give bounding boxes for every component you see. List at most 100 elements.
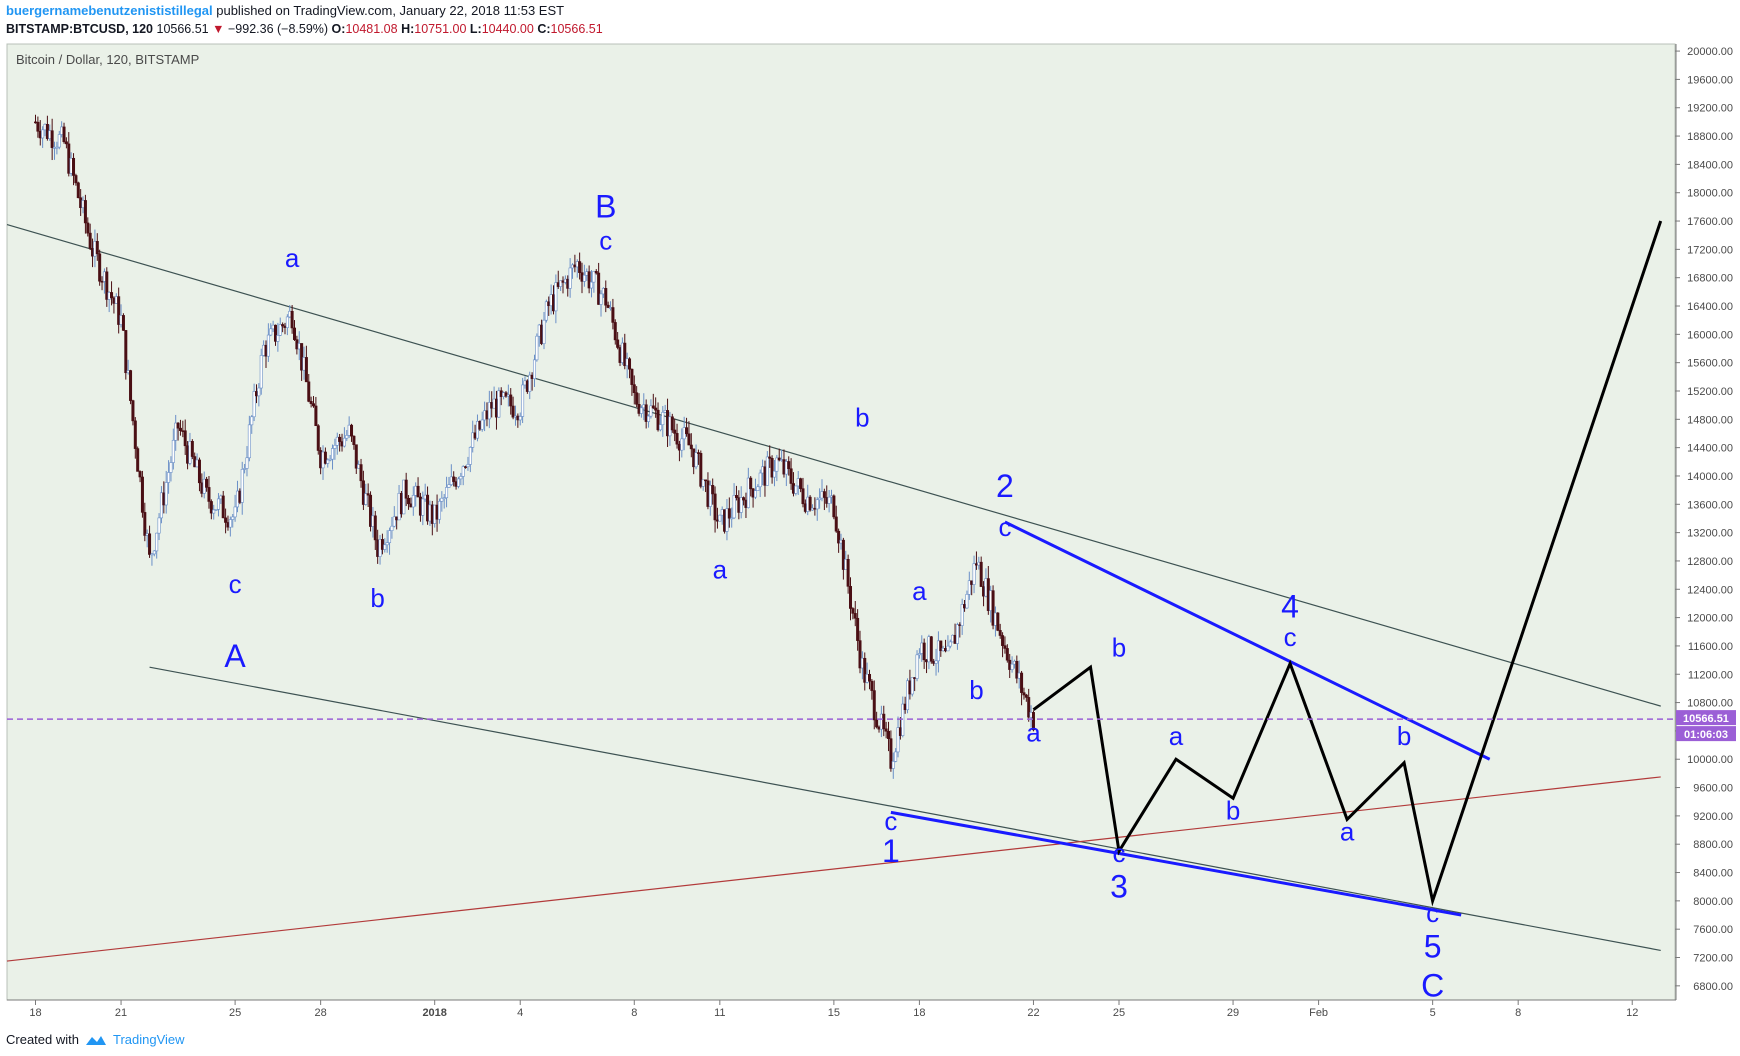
candle-body <box>530 374 534 379</box>
candle-body <box>307 381 311 402</box>
trend-line-lower-channel <box>149 666 1661 952</box>
candle-body <box>882 713 886 730</box>
candle-body <box>753 490 757 498</box>
candle-body <box>813 507 817 510</box>
wave-label: a <box>713 555 728 585</box>
candle-body <box>426 494 430 522</box>
candle-body <box>865 673 869 683</box>
candle-body <box>195 459 199 468</box>
candle-body <box>713 493 717 521</box>
candle-body <box>364 493 368 505</box>
candle-body <box>803 503 807 512</box>
wave-label: b <box>370 583 384 613</box>
candle-body <box>402 479 406 515</box>
candle-body <box>79 197 83 209</box>
candle-body <box>114 296 118 304</box>
candle-body <box>521 384 525 417</box>
price-tick-label: 12400.00 <box>1687 584 1733 596</box>
price-tick-label: 12800.00 <box>1687 556 1733 568</box>
candle-body <box>91 248 95 257</box>
candle-body <box>787 461 791 470</box>
price-axis[interactable] <box>1676 44 1738 1000</box>
candle-body <box>60 126 64 135</box>
candle-body <box>316 425 320 451</box>
candle-body <box>164 482 168 506</box>
candle-body <box>782 459 786 475</box>
price-tick-label: 14000.00 <box>1687 471 1733 483</box>
candle-body <box>734 495 738 498</box>
plot-area[interactable] <box>6 43 1676 1001</box>
candle-body <box>257 387 261 397</box>
candle-body <box>50 130 54 148</box>
trend-line-wave-lower <box>890 810 1462 917</box>
candle-body <box>435 504 439 520</box>
wave-label: 3 <box>1110 868 1128 904</box>
candle-body <box>559 280 563 287</box>
time-tick-label: 21 <box>115 1007 127 1019</box>
candle-body <box>480 419 484 430</box>
candle-body <box>64 141 68 145</box>
candle-body <box>361 480 365 505</box>
candle-body <box>433 504 437 524</box>
high-label: H: <box>401 22 415 36</box>
candle-body <box>910 677 914 695</box>
wave-label: A <box>224 638 246 674</box>
candle-body <box>594 271 598 274</box>
candle-body <box>749 477 753 490</box>
candle-body <box>319 450 323 469</box>
candle-body <box>998 630 1002 636</box>
price-tick-label: 16800.00 <box>1687 273 1733 285</box>
candle-body <box>727 508 731 519</box>
price-tick-label: 9200.00 <box>1693 811 1733 823</box>
candle-body <box>407 497 411 505</box>
candle-body <box>875 719 879 728</box>
candle-body <box>818 497 822 501</box>
price-tick-label: 12000.00 <box>1687 613 1733 625</box>
candle-body <box>226 522 230 528</box>
candle-body <box>761 466 765 474</box>
candle-body <box>243 468 247 470</box>
candle-body <box>67 143 71 174</box>
candle-body <box>138 471 142 478</box>
candle-body <box>868 673 872 682</box>
candle-body <box>1029 712 1033 718</box>
candle-body <box>544 301 548 321</box>
candle-body <box>416 485 420 498</box>
candle-body <box>879 713 883 730</box>
price-ticks: 6800.00 7200.00 7600.00 8000.00 8400.00 8800.… <box>1675 46 1733 993</box>
wave-label: c <box>599 225 612 255</box>
time-tick-label: 4 <box>517 1007 523 1019</box>
tradingview-link[interactable]: TradingView <box>112 1032 185 1047</box>
author-link[interactable]: buergernamebenutzenististillegal <box>6 3 213 18</box>
candle-body <box>532 359 536 379</box>
wave-label: b <box>1397 721 1411 751</box>
candle-body <box>951 634 955 643</box>
candle-body <box>711 485 715 495</box>
candle-body <box>385 542 389 546</box>
candle-body <box>468 447 472 465</box>
candle-body <box>86 222 90 234</box>
candle-body <box>699 453 703 487</box>
candle-body <box>1008 659 1012 670</box>
candle-body <box>428 504 432 522</box>
wave-label: b <box>1226 795 1240 825</box>
candle-body <box>689 444 693 450</box>
candle-body <box>575 261 579 268</box>
candle-body <box>974 563 978 566</box>
candle-body <box>238 490 242 503</box>
candle-body <box>383 544 387 550</box>
candle-body <box>929 636 933 662</box>
candle-body <box>331 448 335 460</box>
candle-body <box>55 146 59 149</box>
candle-body <box>36 121 40 132</box>
candle-body <box>986 578 990 611</box>
candle-body <box>742 497 746 501</box>
candle-body <box>958 624 962 626</box>
candle-body <box>454 481 458 487</box>
candle-body <box>314 405 318 427</box>
candle-body <box>304 357 308 383</box>
price-tick-label: 8400.00 <box>1693 868 1733 880</box>
candle-body <box>568 267 572 289</box>
